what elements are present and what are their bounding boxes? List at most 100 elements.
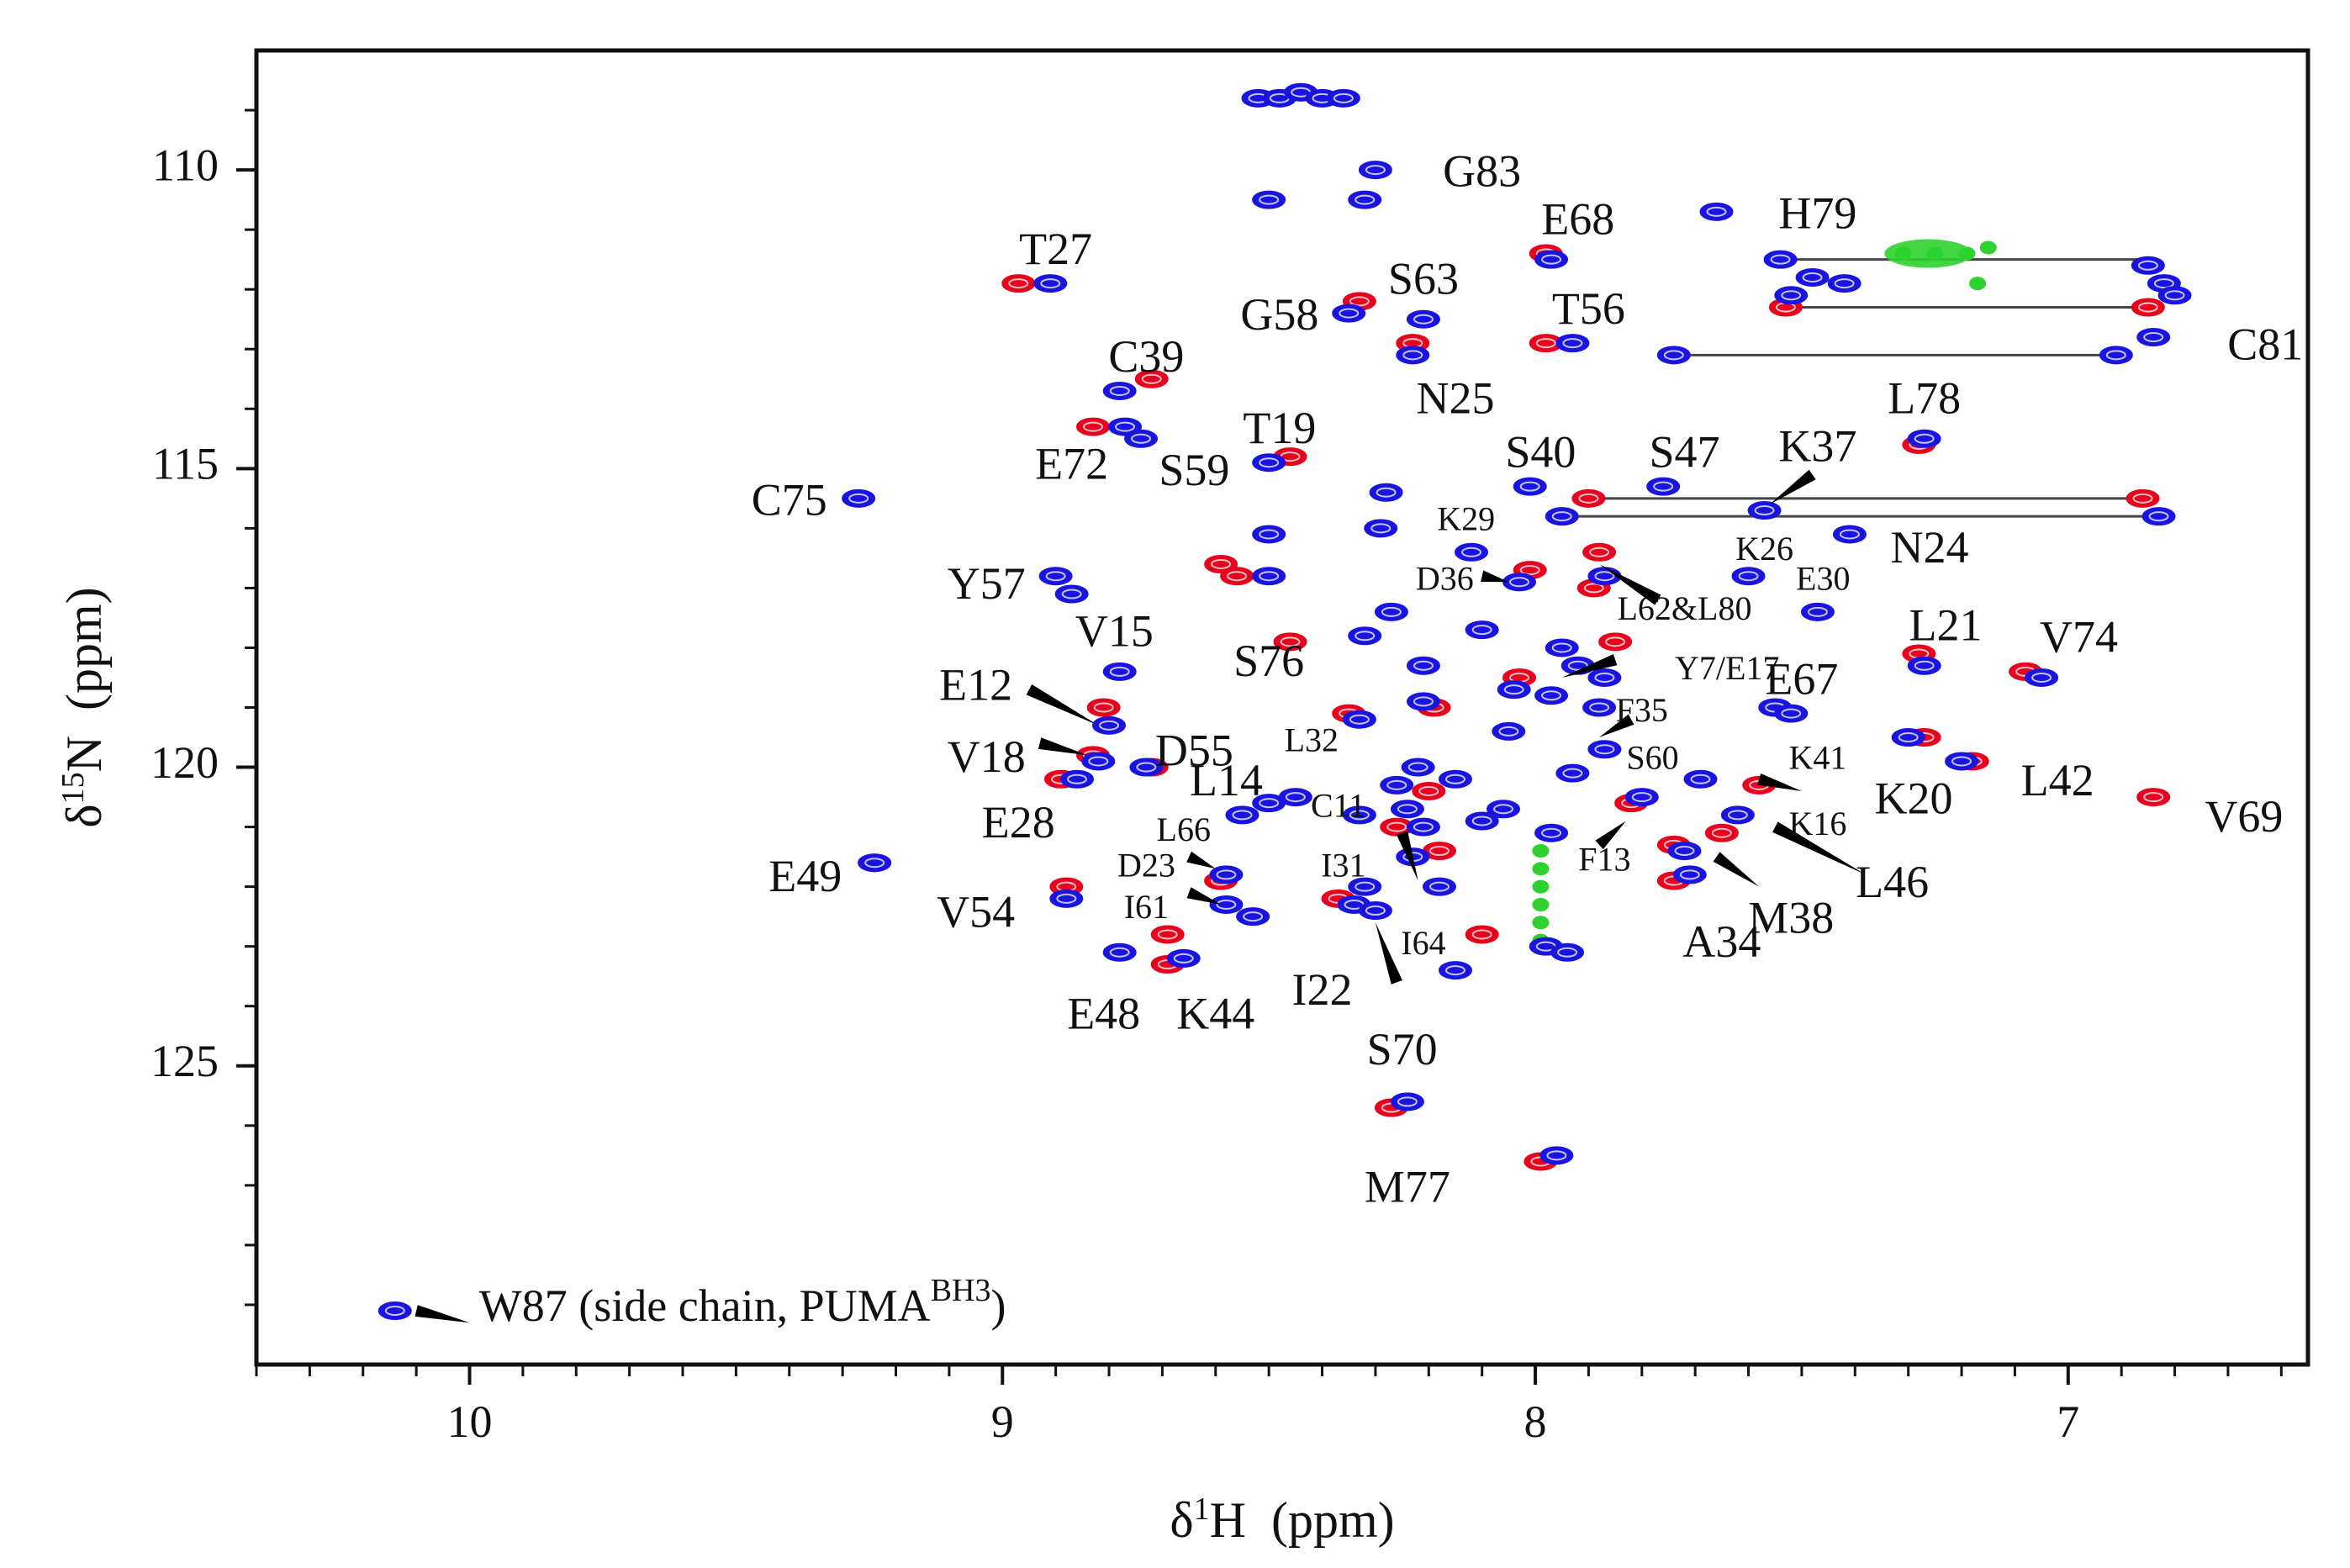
blue-peak-contour-66 <box>1349 714 1370 725</box>
peak-label-e28: E28 <box>982 797 1055 847</box>
red-peak-contour-1 <box>1349 296 1370 307</box>
blue-peak-contour-7 <box>1355 194 1376 205</box>
blue-peak-35 <box>1545 507 1579 526</box>
blue-peak-contour-46 <box>1061 589 1082 599</box>
blue-peak-18 <box>1332 304 1366 323</box>
blue-peak-contour-93 <box>1216 869 1237 880</box>
red-peak-contour-22 <box>1093 702 1114 713</box>
blue-peak-93 <box>1209 865 1244 884</box>
blue-peak-contour-90 <box>1674 846 1695 857</box>
side-chain-note-text: W87 (side chain, PUMABH3) <box>479 1273 1006 1332</box>
blue-peak-23 <box>2099 346 2133 365</box>
peak-label-l78: L78 <box>1888 373 1961 424</box>
blue-peak-contour-40 <box>1839 529 1860 540</box>
blue-peak-contour-9 <box>1541 254 1562 265</box>
blue-peak-27 <box>1124 429 1159 448</box>
blue-peak-7 <box>1348 190 1382 209</box>
peak-label-s59: S59 <box>1159 445 1229 495</box>
pointer-12 <box>1757 773 1802 791</box>
blue-peak-contour-70 <box>1781 708 1802 719</box>
blue-peak-92 <box>858 853 892 873</box>
y-tick-label-110: 110 <box>152 140 219 190</box>
blue-peak-98 <box>1348 877 1382 896</box>
blue-peak-contour-99 <box>1428 881 1450 892</box>
peak-label-l14: L14 <box>1190 755 1263 805</box>
peak-label-l66: L66 <box>1157 810 1211 848</box>
red-peak-32 <box>2136 788 2171 807</box>
x-tick-label-10: 10 <box>447 1396 493 1447</box>
green-peak-5 <box>1532 844 1550 858</box>
peak-label-a34: A34 <box>1682 916 1761 967</box>
blue-peak-contour-78 <box>1285 792 1306 803</box>
blue-peak-contour-102 <box>1173 953 1194 964</box>
pointer-7 <box>1599 564 1661 605</box>
blue-peak-44 <box>1731 567 1766 586</box>
peak-label-d36: D36 <box>1416 559 1474 597</box>
y-axis-title-nuc: N <box>56 736 112 772</box>
blue-peak-15 <box>2131 256 2165 275</box>
y-tick-label-120: 120 <box>151 737 219 788</box>
blue-peak-contour-5 <box>1259 194 1280 205</box>
blue-peak-9 <box>1534 250 1569 269</box>
red-peak-43 <box>1150 925 1185 944</box>
blue-peak-contour-22 <box>1663 350 1684 361</box>
peak-label-i61: I61 <box>1124 888 1169 926</box>
blue-peak-contour-50 <box>1807 606 1828 617</box>
blue-peak-17 <box>2157 286 2192 305</box>
red-peak-19 <box>1598 632 1633 652</box>
green-peak-broad <box>1884 239 1972 268</box>
red-peak-12 <box>2126 488 2160 508</box>
blue-peak-54 <box>1587 668 1622 687</box>
blue-peak-74 <box>1683 769 1718 789</box>
blue-peak-contour-57 <box>1503 684 1524 695</box>
peak-label-d55: D55 <box>1155 726 1233 776</box>
x-tick-label-9: 9 <box>991 1396 1014 1447</box>
pointer-4 <box>1397 831 1418 881</box>
peak-label-s40: S40 <box>1505 426 1576 477</box>
blue-peak-contour-45 <box>1045 571 1066 582</box>
blue-peak-contour-61 <box>1099 720 1120 731</box>
blue-peak-11 <box>1763 250 1798 269</box>
peak-label-e49: E49 <box>768 851 842 901</box>
blue-peak-contour-34 <box>1754 505 1775 516</box>
pointer-1 <box>1038 737 1088 756</box>
blue-peak-contour-36 <box>2148 511 2169 522</box>
blue-peak-contour-80 <box>1349 810 1370 821</box>
side-chain-note-main: W87 (side chain, PUMA <box>479 1280 931 1331</box>
green-peak-7 <box>1532 879 1550 894</box>
red-peak-contour-5 <box>1141 373 1162 384</box>
red-peak-0 <box>1001 274 1036 293</box>
peak-label-f13: F13 <box>1578 840 1630 878</box>
red-peak-contour-15 <box>1519 565 1540 576</box>
red-peak-contour-44 <box>1471 929 1492 940</box>
peak-label-s76: S76 <box>1233 636 1304 686</box>
blue-peak-19 <box>1406 309 1440 329</box>
x-axis-title-nuc: H <box>1210 1492 1246 1548</box>
blue-peak-50 <box>1800 602 1835 621</box>
red-peak-contour-48 <box>1418 785 1439 796</box>
pointer-9 <box>1561 654 1618 678</box>
blue-peak-8 <box>1033 274 1068 293</box>
red-peak-contour-9 <box>2137 302 2158 313</box>
blue-peak-contour-105 <box>1557 947 1578 958</box>
blue-peak-contour-77 <box>1259 798 1280 809</box>
blue-peak-contour-75 <box>1631 792 1652 803</box>
blue-peak-101 <box>1102 942 1137 962</box>
blue-peak-85 <box>1487 800 1521 819</box>
peak-label-l62-l80: L62&L80 <box>1618 589 1752 627</box>
peak-label-k16: K16 <box>1788 805 1846 842</box>
peak-label-t19: T19 <box>1243 403 1316 453</box>
blue-peak-47 <box>1374 602 1408 621</box>
blue-peak-contour-21 <box>1562 338 1583 349</box>
green-peak-8 <box>1532 897 1550 911</box>
blue-peak-contour-17 <box>2164 290 2185 301</box>
blue-peak-contour-82 <box>1397 804 1418 815</box>
green-peak-4 <box>1969 277 1987 291</box>
blue-peak-4 <box>1326 88 1360 108</box>
blue-peak-95 <box>1209 895 1244 914</box>
blue-peak-contour-85 <box>1493 804 1514 815</box>
blue-peak-28 <box>1252 453 1286 473</box>
blue-peak-contour-15 <box>2137 260 2158 271</box>
peak-label-m77: M77 <box>1365 1161 1450 1212</box>
red-peak-14 <box>1220 567 1254 586</box>
